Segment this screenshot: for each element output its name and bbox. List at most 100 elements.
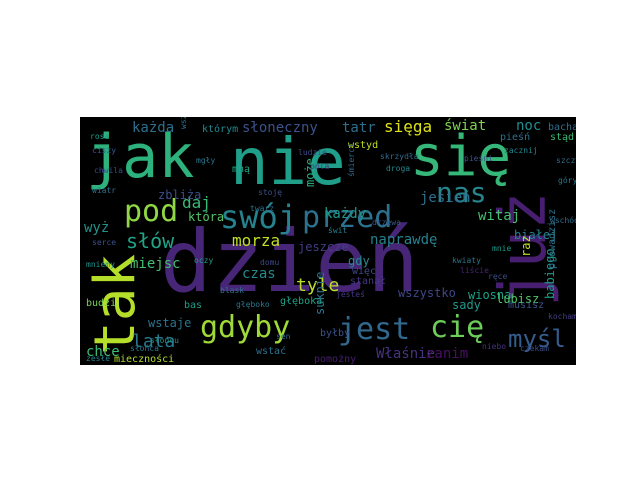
cloud-word: daj [182, 193, 211, 212]
cloud-word: każda [132, 120, 175, 136]
cloud-word: wstać [256, 346, 287, 357]
cloud-word: góry [558, 176, 576, 185]
cloud-word: serce [92, 238, 117, 247]
cloud-word: chce [86, 344, 120, 360]
word-cloud: jak nie się dzień tak już pod swój przed nas gdyby… [80, 117, 576, 365]
cloud-word: pomożny [314, 354, 357, 365]
cloud-word: pieśń [500, 132, 531, 143]
cloud-word: wyż [84, 220, 110, 236]
cloud-word: myśl [508, 325, 566, 353]
cloud-word: wstyd [348, 140, 379, 151]
cloud-word: mnie [492, 244, 512, 253]
cloud-word: domu [260, 258, 280, 267]
cloud-word: nie [230, 126, 346, 200]
cloud-word: każdy [324, 206, 367, 222]
cloud-word: która [188, 210, 225, 224]
cloud-word: jest [338, 312, 411, 347]
cloud-word: wszyscy [179, 117, 188, 129]
cloud-word: lubisz [496, 292, 540, 306]
cloud-word: kocham [548, 312, 576, 321]
cloud-word: zbliża [158, 188, 202, 202]
cloud-word: niebo [482, 342, 507, 351]
cloud-word: mniemy [86, 260, 115, 269]
cloud-word: pieśni [464, 154, 493, 163]
cloud-word: mgły [196, 156, 216, 165]
cloud-word: dzień [160, 212, 419, 312]
cloud-word: wiosną [468, 288, 512, 302]
cloud-word: chwila [94, 166, 123, 175]
cloud-word: ludzie [298, 148, 327, 157]
cloud-word: głęboka [280, 296, 323, 307]
cloud-word: pola [310, 162, 330, 171]
cloud-word: wiatr [92, 186, 117, 195]
cloud-word: swój [220, 198, 298, 236]
cloud-word: jesień [420, 190, 471, 206]
cloud-word: wschód [550, 216, 576, 225]
cloud-word: bas [184, 300, 203, 311]
cloud-word: zanim [426, 346, 469, 362]
cloud-word: budzi [86, 298, 117, 309]
cloud-word: sady [452, 298, 481, 312]
cloud-word: świat [444, 118, 487, 134]
cloud-word: przed [302, 200, 393, 235]
cloud-word: morza [232, 231, 281, 250]
cloud-word: jeszcze [298, 240, 349, 254]
cloud-word: noc [516, 118, 542, 134]
cloud-word: czas [242, 266, 276, 282]
cloud-word: naprawdę [370, 232, 438, 248]
cloud-word: stoję [258, 188, 283, 197]
cloud-word: jesteś [336, 290, 365, 299]
cloud-word: musisz [508, 300, 545, 311]
cloud-word: kwiaty [452, 256, 481, 265]
cloud-word: się [410, 124, 512, 189]
cloud-word: słońcu [150, 336, 179, 345]
cloud-word: twarz [250, 204, 275, 213]
cloud-word: słów [126, 229, 175, 253]
cloud-word: ręce [488, 272, 508, 281]
cloud-word: jak [86, 122, 195, 192]
cloud-word: witaj [478, 208, 521, 224]
cloud-word: czekam [520, 344, 549, 353]
cloud-word: tyle [296, 275, 340, 296]
cloud-word: mieczności [114, 354, 175, 365]
cloud-word: szczyt [556, 156, 576, 165]
cloud-word: Właśnie [376, 346, 436, 362]
cloud-word: skrzydła [380, 152, 419, 161]
cloud-word: sięga [384, 117, 433, 136]
cloud-word: białej [514, 228, 558, 242]
cloud-word: mną [232, 164, 251, 175]
cloud-word: wstaje [148, 316, 192, 330]
cloud-word: blask [220, 286, 245, 295]
cloud-word: wszystko [398, 286, 456, 300]
cloud-word: sen [276, 332, 291, 341]
cloud-word: oczy [194, 256, 214, 265]
cloud-word: cię [430, 310, 485, 345]
cloud-word: stanął [350, 276, 387, 287]
cloud-word: ciszy [92, 146, 117, 155]
cloud-word: raz [519, 235, 533, 257]
cloud-word: tatr [342, 120, 376, 136]
cloud-word: lata [132, 331, 176, 352]
cloud-word: droga [386, 164, 411, 173]
cloud-word: pod [124, 194, 179, 229]
cloud-word: drzewa [372, 218, 401, 227]
cloud-word: zacznij [504, 146, 538, 155]
cloud-word: słoneczny [242, 120, 318, 136]
cloud-word: nas [436, 176, 487, 209]
cloud-word: którym [202, 124, 239, 135]
cloud-word: bacha [548, 122, 576, 133]
cloud-word: słońca [130, 344, 159, 353]
cloud-word: suknie [313, 271, 327, 315]
cloud-word: więc [352, 266, 377, 277]
cloud-word: rosa [90, 132, 110, 141]
cloud-word: byłby [320, 328, 351, 339]
cloud-word: świt [328, 226, 348, 235]
cloud-word: śmierci [347, 143, 356, 177]
cloud-word: zesłe [86, 354, 111, 363]
cloud-word: miejsc [130, 256, 181, 272]
cloud-word: liście [460, 266, 489, 275]
cloud-word: głęboko [236, 300, 270, 309]
cloud-word: gdy [348, 254, 370, 268]
cloud-word: stąd [550, 132, 575, 143]
cloud-word: gdyby [200, 310, 291, 345]
